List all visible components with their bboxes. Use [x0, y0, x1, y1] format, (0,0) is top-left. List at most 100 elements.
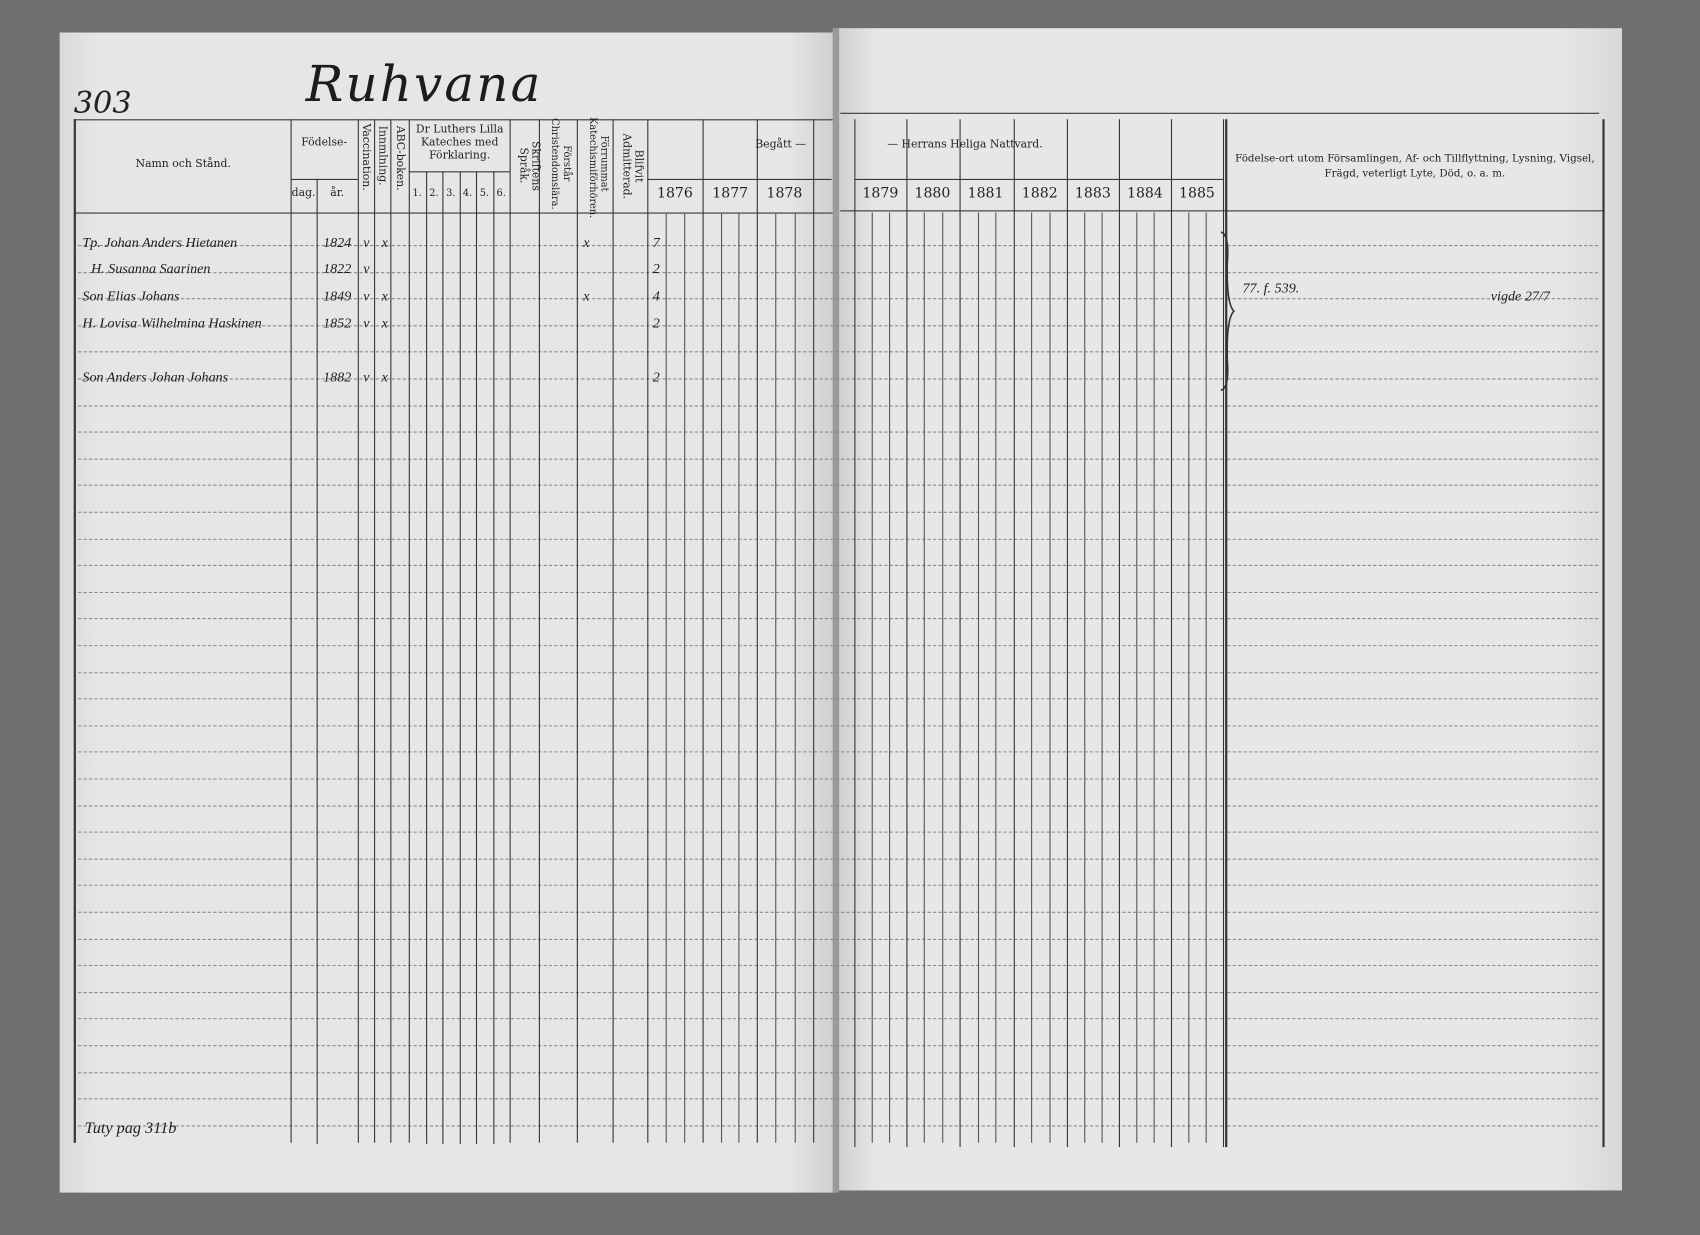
- sub-column-rule: [1205, 212, 1207, 1143]
- year-header: 1885: [1179, 185, 1215, 202]
- ruled-line: [1227, 778, 1599, 780]
- sub-column-rule: [775, 212, 777, 1143]
- sub-column-rule: [684, 212, 686, 1143]
- header-inoculation: Innmlning.: [376, 125, 389, 186]
- entry-abc: x: [381, 234, 388, 251]
- header-scripture: Skriftens Språk.: [517, 140, 542, 191]
- header-attended: Förrummat Katechismiförhören.: [586, 117, 610, 219]
- ruled-line: [78, 458, 1223, 460]
- year-header: 1877: [712, 185, 749, 202]
- ruled-line: [78, 591, 1223, 593]
- right-page: [837, 28, 1622, 1191]
- column-rule: [425, 171, 427, 1144]
- entry-communion-1876: 7: [652, 234, 660, 251]
- entry-vaccination: v: [363, 234, 370, 251]
- sub-column-rule: [1153, 212, 1155, 1143]
- header-communion-right: — Herrans Heliga Nattvard.: [887, 138, 1043, 151]
- ruled-line: [78, 1125, 1223, 1127]
- entry-birth-year: 1882: [323, 368, 352, 385]
- ruled-line: [78, 378, 1223, 380]
- ruled-line: [78, 938, 1223, 940]
- column-rule: [459, 171, 461, 1144]
- column-rule: [1222, 119, 1225, 1148]
- header-birth-year: år.: [330, 187, 345, 200]
- entry-name: H. Lovisa Wilhelmina Haskinen: [82, 314, 262, 331]
- ruled-line: [78, 538, 1223, 540]
- ruled-line: [1227, 538, 1599, 540]
- entry-birth-year: 1824: [323, 234, 352, 251]
- column-rule: [538, 119, 540, 1143]
- ruled-line: [1227, 431, 1599, 433]
- entry-vaccination: v: [363, 314, 370, 331]
- entry-communion-1876: 2: [652, 314, 660, 331]
- ruled-line: [78, 618, 1223, 620]
- header-catechism-part: 4.: [462, 188, 473, 200]
- ruled-line: [78, 671, 1223, 673]
- year-header: 1879: [862, 185, 899, 202]
- header-birth: Födelse-: [301, 136, 348, 149]
- ruled-line: [78, 751, 1223, 753]
- column-rule: [813, 119, 815, 1143]
- header-catechism-part: 1.: [412, 188, 422, 200]
- header-top-line: [840, 112, 1600, 114]
- ruled-line: [78, 911, 1223, 913]
- ruled-line: [78, 805, 1223, 807]
- ruled-line: [78, 698, 1223, 700]
- left-page: [59, 32, 835, 1193]
- ruled-line: [78, 965, 1223, 967]
- ruled-line: [78, 431, 1223, 433]
- column-rule: [1225, 119, 1228, 1148]
- header-vaccination: Vaccination.: [359, 123, 372, 191]
- column-rule: [390, 119, 392, 1143]
- column-rule: [357, 119, 359, 1143]
- ruled-line: [78, 885, 1223, 887]
- ruled-line: [78, 831, 1223, 833]
- ruled-line: [1227, 618, 1599, 620]
- entry-name: Son Elias Johans: [82, 287, 180, 304]
- ruled-line: [1227, 751, 1599, 753]
- book-spine: [832, 28, 840, 1193]
- column-rule: [1013, 119, 1015, 1148]
- ruled-line: [78, 1018, 1223, 1020]
- note-marriage: vigde 27/7: [1490, 287, 1550, 304]
- column-rule: [1170, 119, 1173, 1148]
- column-rule: [1118, 119, 1120, 1148]
- ruled-line: [1227, 831, 1599, 833]
- header-catechism-part: 6.: [496, 188, 506, 200]
- ruled-line: [1227, 245, 1599, 247]
- column-rule: [1066, 119, 1068, 1148]
- ruled-line: [1227, 858, 1599, 860]
- sub-column-rule: [1136, 212, 1138, 1143]
- ruled-line: [78, 245, 1223, 247]
- header-catechism-part: 5.: [479, 188, 490, 200]
- ruled-line: [78, 991, 1223, 993]
- column-rule: [647, 119, 649, 1143]
- header-bottom-line: [840, 210, 1605, 212]
- ruled-line: [1227, 965, 1599, 967]
- sub-column-rule: [941, 212, 943, 1143]
- header-notes: Födelse-ort utom Församlingen, Af- och T…: [1235, 152, 1595, 180]
- page-number: 303: [73, 84, 132, 121]
- sub-column-rule: [1049, 212, 1051, 1143]
- column-rule: [612, 119, 614, 1143]
- ruled-line: [1227, 671, 1599, 673]
- header-understands: Förstår Christendomslära.: [548, 117, 572, 210]
- entry-communion-1876: 4: [652, 287, 660, 304]
- ruled-line: [78, 1045, 1223, 1047]
- ruled-line: [1227, 351, 1599, 353]
- sub-column-rule: [1084, 212, 1086, 1143]
- note-brace: [1220, 231, 1235, 392]
- sub-column-rule: [665, 212, 667, 1143]
- year-header: 1876: [656, 185, 693, 202]
- entry-communion-1876: 2: [652, 260, 660, 277]
- column-rule: [492, 171, 494, 1144]
- column-rule: [576, 119, 578, 1143]
- header-name: Namn och Stånd.: [135, 158, 231, 171]
- sub-column-rule: [1188, 212, 1190, 1143]
- ruled-line: [1227, 698, 1599, 700]
- ruled-line: [1227, 405, 1599, 407]
- ruled-line: [1227, 1018, 1599, 1020]
- column-rule: [1602, 119, 1605, 1148]
- ruled-line: [78, 325, 1223, 327]
- sub-column-rule: [871, 212, 873, 1143]
